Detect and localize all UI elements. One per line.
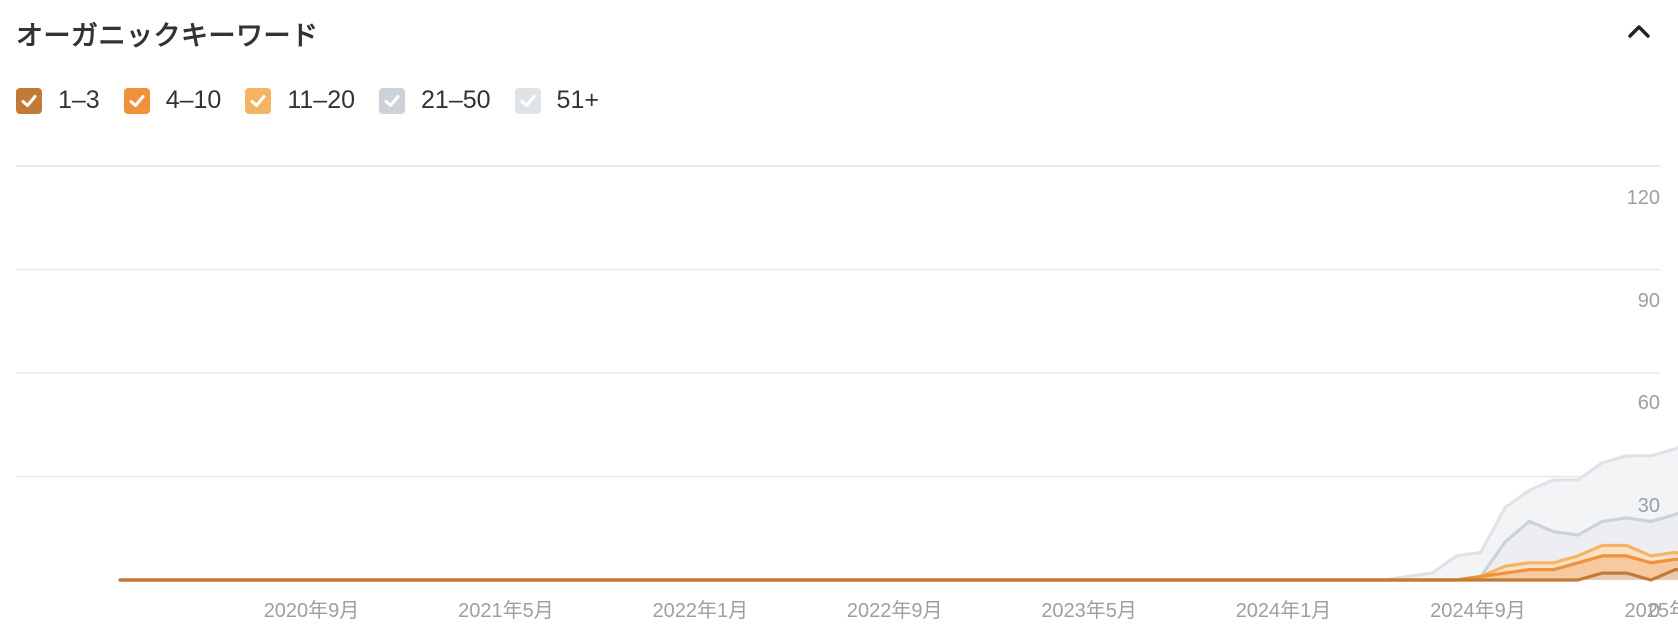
check-icon	[250, 94, 266, 107]
check-icon	[520, 94, 536, 107]
legend-label: 51+	[556, 86, 599, 114]
series-line-3	[118, 511, 1678, 582]
x-tick-label: 2024年1月	[1236, 599, 1332, 622]
x-tick-label: 2022年9月	[847, 599, 943, 622]
legend-label: 1–3	[58, 86, 100, 114]
legend-item-1-3[interactable]: 1–3	[16, 86, 100, 115]
x-tick-label: 2023年5月	[1041, 599, 1137, 622]
check-icon	[21, 94, 37, 107]
section-title: オーガニックキーワード	[16, 21, 319, 52]
y-tick-label: 30	[1638, 495, 1660, 517]
area-fill-3	[120, 513, 1678, 580]
checkbox[interactable]	[379, 87, 406, 114]
legend-item-51-plus[interactable]: 51+	[514, 86, 599, 115]
section-header: オーガニックキーワード	[16, 10, 1658, 52]
legend-item-11-20[interactable]: 11–20	[245, 86, 355, 115]
chevron-up-icon[interactable]	[1624, 16, 1654, 46]
series-line-4	[118, 445, 1678, 582]
checkbox[interactable]	[514, 87, 541, 114]
legend-label: 11–20	[287, 86, 356, 114]
y-tick-label: 120	[1627, 187, 1660, 209]
x-tick-label: 2025年5月	[1624, 599, 1678, 622]
legend-label: 4–10	[165, 86, 222, 114]
chart-legend: 1–3 4–10 11–20 21–50 51+	[16, 86, 623, 115]
x-tick-label: 2022年1月	[652, 599, 748, 622]
check-icon	[384, 94, 400, 107]
y-tick-label: 90	[1638, 290, 1660, 312]
x-tick-label: 2024年9月	[1430, 599, 1526, 622]
y-tick-label: 60	[1638, 392, 1660, 414]
area-fill-4	[120, 447, 1678, 580]
checkbox[interactable]	[245, 87, 272, 114]
area-fill-1	[120, 555, 1678, 580]
legend-label: 21–50	[421, 86, 491, 114]
legend-item-21-50[interactable]: 21–50	[379, 86, 491, 115]
y-tick-label: 0	[1649, 600, 1660, 622]
x-tick-label: 2021年5月	[458, 599, 554, 622]
x-tick-label: 2020年9月	[264, 599, 360, 622]
keyword-area-chart: 2020年9月 2021年5月 2022年1月 2022年9月 2023年5月 2024年…	[16, 165, 1678, 622]
series-line-0	[118, 567, 1678, 582]
legend-item-4-10[interactable]: 4–10	[123, 86, 222, 115]
check-icon	[129, 94, 145, 107]
checkbox[interactable]	[123, 87, 150, 114]
checkbox[interactable]	[16, 87, 42, 114]
